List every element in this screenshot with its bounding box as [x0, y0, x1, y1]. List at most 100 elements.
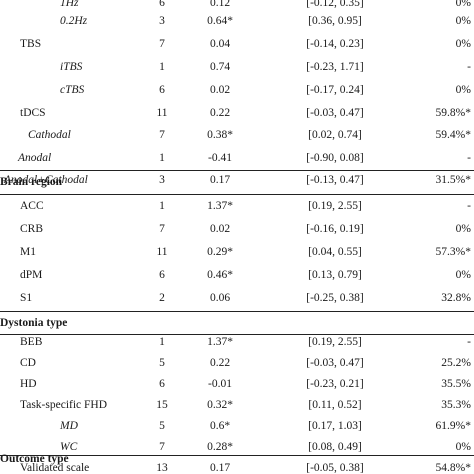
row-label: CD: [20, 357, 36, 369]
table-row: iTBS 1 0.74 [-0.23, 1.71] -: [0, 56, 474, 78]
row-estimate: 1.37*: [207, 200, 233, 212]
row-estimate: 0.06: [209, 292, 231, 304]
section-heading: Outcome type: [0, 453, 69, 465]
table-row: WC 7 0.28* [0.08, 0.49] 0%: [0, 436, 474, 458]
row-label: cTBS: [60, 84, 85, 96]
row-i2: 61.9%*: [435, 420, 471, 432]
row-n: 3: [159, 15, 165, 27]
section-heading: Dystonia type: [0, 317, 68, 329]
row-i2: 35.3%: [441, 399, 471, 411]
row-label: 1Hz: [60, 0, 79, 9]
table-row: ACC 1 1.37* [0.19, 2.55] -: [0, 195, 474, 217]
table-row: 1Hz 6 0.12 [-0.12, 0.35] 0%: [0, 0, 474, 14]
row-estimate: 0.12: [209, 0, 231, 9]
row-label: MD: [60, 420, 78, 432]
row-n: 15: [156, 399, 168, 411]
row-label: iTBS: [60, 61, 83, 73]
row-n: 11: [156, 107, 168, 119]
row-label: 0.2Hz: [60, 15, 88, 27]
row-n: 2: [159, 292, 165, 304]
table-row: TBS 7 0.04 [-0.14, 0.23] 0%: [0, 33, 474, 55]
row-i2: 0%: [455, 0, 471, 9]
row-n: 6: [159, 84, 165, 96]
row-estimate: 0.22: [209, 107, 231, 119]
table-row: MD 5 0.6* [0.17, 1.03] 61.9%*: [0, 415, 474, 437]
row-ci: [0.19, 2.55]: [308, 336, 362, 348]
row-i2: 35.5%: [441, 378, 471, 390]
row-label: M1: [20, 246, 36, 258]
row-ci: [-0.23, 1.71]: [306, 61, 364, 73]
row-ci: [-0.03, 0.47]: [306, 107, 364, 119]
row-i2: 0%: [455, 15, 471, 27]
row-i2: 25.2%: [441, 357, 471, 369]
row-ci: [-0.23, 0.21]: [306, 378, 364, 390]
section-heading: Brain region: [0, 176, 63, 188]
section-divider: [0, 170, 474, 171]
row-ci: [-0.17, 0.24]: [306, 84, 364, 96]
section-divider: [0, 311, 474, 312]
row-i2: 57.3%*: [435, 246, 471, 258]
row-i2: 54.8%*: [435, 462, 471, 474]
table-row: cTBS 6 0.02 [-0.17, 0.24] 0%: [0, 79, 474, 101]
row-estimate: 0.74: [209, 61, 231, 73]
row-n: 11: [156, 246, 168, 258]
row-label: Anodal+Cathodal: [4, 174, 88, 186]
row-ci: [0.17, 1.03]: [308, 420, 362, 432]
row-ci: [-0.03, 0.47]: [306, 357, 364, 369]
row-estimate: 1.37*: [207, 336, 233, 348]
table-row: Validated scale 13 0.17 [-0.05, 0.38] 54.8%*: [0, 462, 474, 474]
row-i2: 0%: [455, 441, 471, 453]
table-row: dPM 6 0.46* [0.13, 0.79] 0%: [0, 264, 474, 286]
row-i2: 0%: [455, 269, 471, 281]
row-ci: [0.36, 0.95]: [308, 15, 362, 27]
row-n: 1: [159, 200, 165, 212]
row-label: TBS: [20, 38, 42, 50]
row-estimate: 0.29*: [207, 246, 233, 258]
row-ci: [-0.25, 0.38]: [306, 292, 364, 304]
row-ci: [0.13, 0.79]: [308, 269, 362, 281]
row-label: Cathodal: [28, 129, 71, 141]
section-heading-row: Dystonia type: [0, 312, 474, 334]
table-row: M1 11 0.29* [0.04, 0.55] 57.3%*: [0, 241, 474, 263]
row-label: BEB: [20, 336, 43, 348]
row-label: Task-specific FHD: [20, 399, 108, 411]
row-label: tDCS: [20, 107, 46, 119]
table-row: Task-specific FHD 15 0.32* [0.11, 0.52] …: [0, 394, 474, 416]
row-label: WC: [60, 441, 78, 453]
table-row: BEB 1 1.37* [0.19, 2.55] -: [0, 331, 474, 353]
row-ci: [0.04, 0.55]: [308, 246, 362, 258]
row-n: 5: [159, 420, 165, 432]
row-estimate: 0.38*: [207, 129, 233, 141]
row-i2: 31.5%*: [435, 174, 471, 186]
row-estimate: 0.02: [209, 84, 231, 96]
row-n: 6: [159, 378, 165, 390]
row-estimate: 0.17: [209, 462, 231, 474]
row-label: ACC: [20, 200, 44, 212]
row-estimate: 0.46*: [207, 269, 233, 281]
row-n: 13: [156, 462, 168, 474]
row-i2: 59.8%*: [435, 107, 471, 119]
row-label: dPM: [20, 269, 43, 281]
row-n: 1: [159, 61, 165, 73]
row-estimate: 0.04: [209, 38, 231, 50]
row-ci: [-0.14, 0.23]: [306, 38, 364, 50]
row-n: 7: [159, 441, 165, 453]
row-n: 3: [159, 174, 165, 186]
row-estimate: 0.02: [209, 223, 231, 235]
row-i2: 0%: [455, 84, 471, 96]
row-estimate: -0.01: [208, 378, 232, 390]
row-i2: 0%: [455, 38, 471, 50]
row-estimate: 0.17: [209, 174, 231, 186]
row-estimate: 0.32*: [207, 399, 233, 411]
section-heading-row: Brain region: [0, 171, 474, 193]
row-i2: -: [467, 61, 471, 73]
row-ci: [-0.12, 0.35]: [306, 0, 364, 9]
row-label: Anodal: [18, 152, 52, 164]
row-n: 1: [159, 336, 165, 348]
table-row: S1 2 0.06 [-0.25, 0.38] 32.8%: [0, 287, 474, 309]
row-n: 6: [159, 0, 165, 9]
row-estimate: 0.28*: [207, 441, 233, 453]
row-estimate: 0.22: [209, 357, 231, 369]
row-i2: -: [467, 152, 471, 164]
row-ci: [-0.90, 0.08]: [306, 152, 364, 164]
